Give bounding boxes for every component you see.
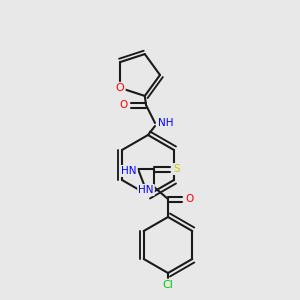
Text: S: S [174, 164, 180, 174]
Text: O: O [185, 194, 193, 204]
Text: Cl: Cl [163, 280, 173, 290]
Text: HN: HN [121, 166, 137, 176]
Text: NH: NH [158, 118, 174, 128]
Text: O: O [120, 100, 128, 110]
Text: HN: HN [138, 185, 154, 195]
Text: O: O [116, 83, 124, 93]
